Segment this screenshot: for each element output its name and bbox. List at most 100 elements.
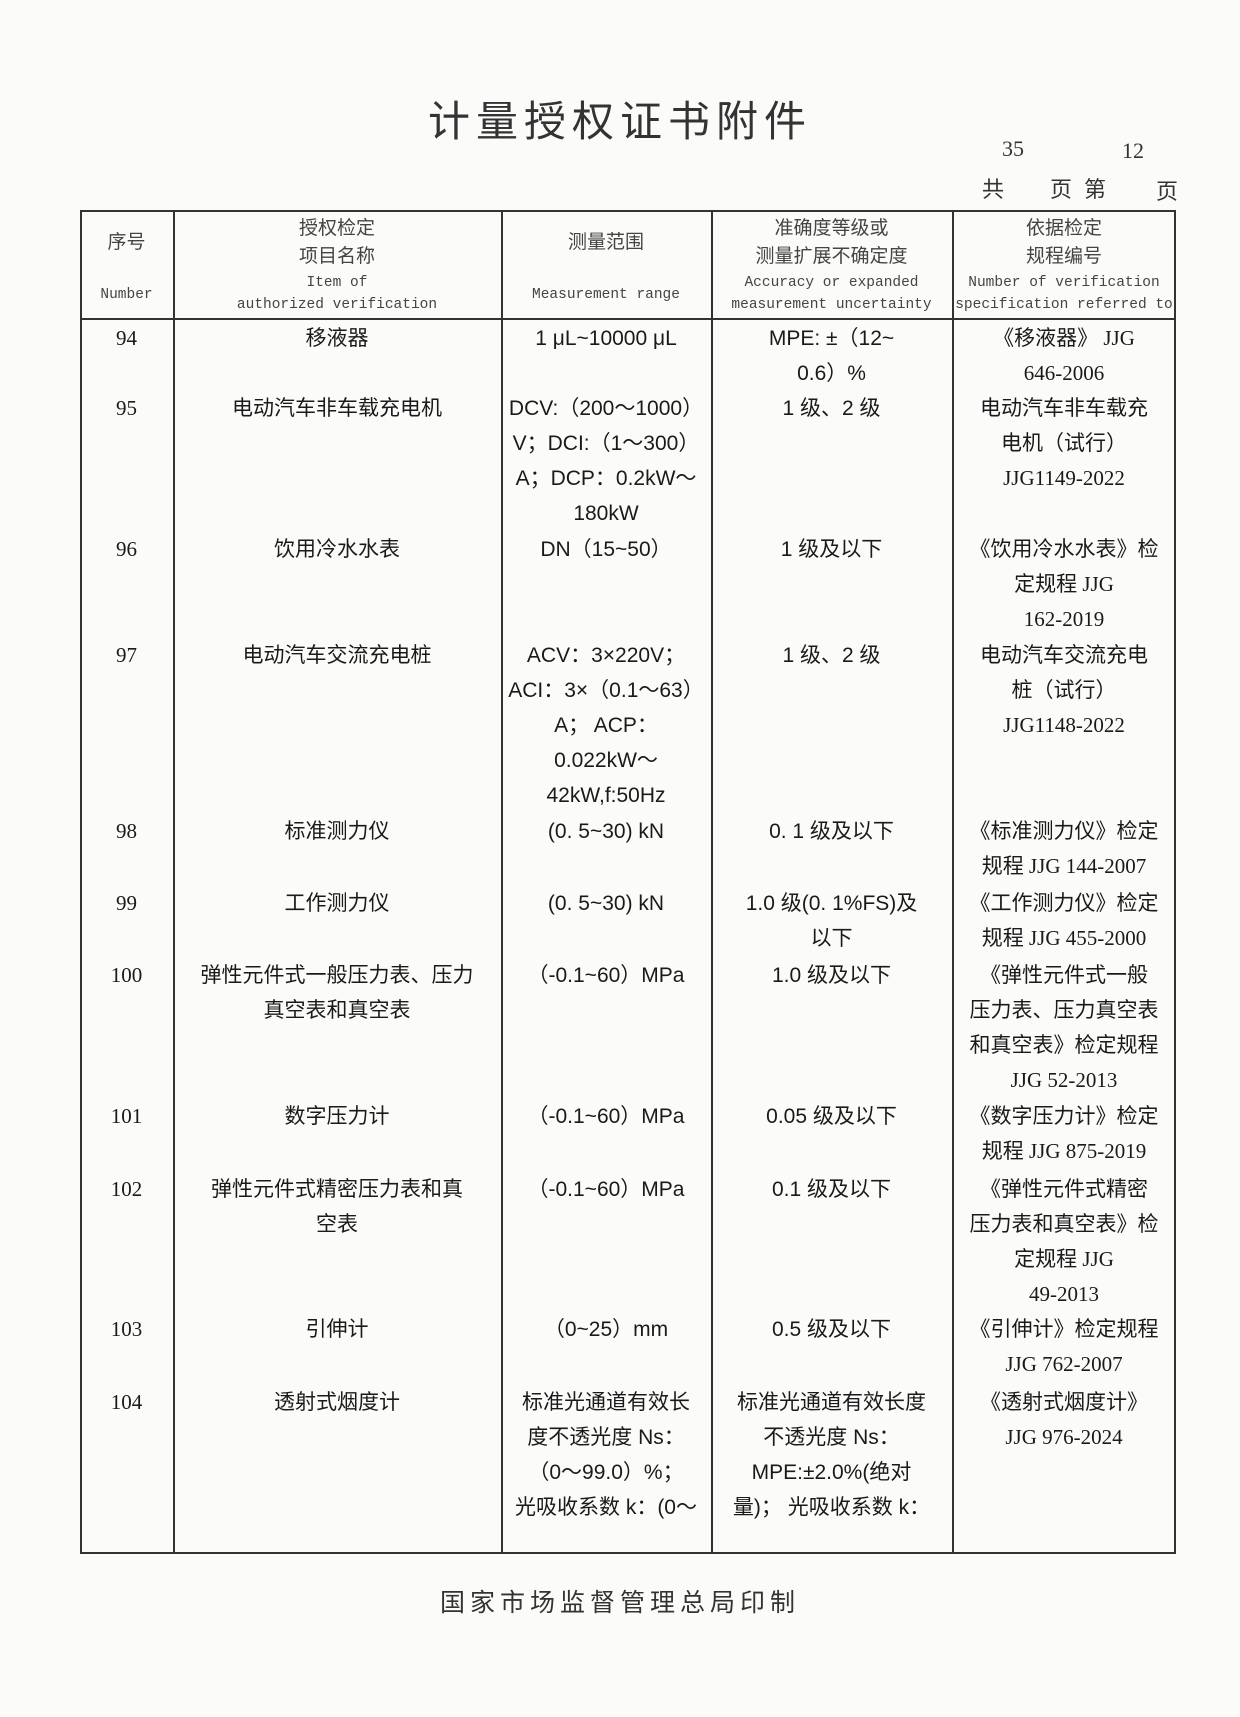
footer-printer: 国家市场监督管理总局印制 [439,1588,800,1617]
cell-specification: 桩（试行） [1011,678,1117,702]
cell-number: 94 [116,326,137,350]
column-divider [711,210,713,1554]
cell-item-name: 移液器 [305,327,369,350]
header-item-name-zh: 授权检定 [298,217,375,239]
cell-number: 101 [110,1104,143,1128]
cell-measurement-range: DCV:（200～1000） [508,397,704,420]
header-specification-en: specification referred to [955,297,1173,313]
cell-specification: 定规程 JJG [1014,1247,1114,1271]
cell-item-name: 弹性元件式一般压力表、压力 [200,964,474,987]
header-measurement-range-en: Measurement range [532,287,680,303]
cell-specification: 49-2013 [1029,1282,1099,1306]
cell-specification: 《饮用冷水水表》检 [969,537,1159,561]
header-item-name-zh: 项目名称 [298,245,375,267]
cell-specification: 规程 JJG 144-2007 [981,854,1147,878]
cell-specification: 压力表和真空表》检 [969,1212,1159,1236]
cell-item-name: 工作测力仪 [284,892,390,915]
header-accuracy-zh: 测量扩展不确定度 [755,245,908,267]
cell-specification: JJG 762-2007 [1005,1352,1123,1376]
cell-item-name: 透射式烟度计 [274,1391,400,1414]
cell-measurement-range: (0. 5~30) kN [547,820,665,843]
cell-item-name: 弹性元件式精密压力表和真 [211,1178,463,1201]
cell-item-name: 电动汽车非车载充电机 [232,397,442,420]
cell-specification: 压力表、压力真空表 [969,998,1159,1022]
header-specification-en: Number of verification [968,275,1160,291]
cell-specification: JJG1149-2022 [1003,466,1125,490]
cell-accuracy: MPE:±2.0%(绝对 [751,1461,912,1484]
cell-accuracy: 标准光通道有效长度 [737,1391,926,1414]
header-divider [80,318,1176,320]
cell-measurement-range: A； ACP： [554,714,658,737]
authorization-table [80,210,1176,1554]
header-accuracy-en: measurement uncertainty [731,297,932,313]
cell-number: 99 [116,891,137,915]
header-number-en: Number [100,287,153,303]
cell-number: 104 [110,1390,143,1414]
cell-specification: 162-2019 [1023,607,1105,631]
cell-measurement-range: （-0.1~60）MPa [527,964,685,987]
header-accuracy-zh: 准确度等级或 [774,217,889,239]
pages-label-page: 页 [1156,180,1179,205]
cell-specification: 和真空表》检定规程 [969,1033,1159,1057]
current-page: 12 [1122,138,1144,163]
cell-measurement-range: （0~25）mm [543,1318,669,1341]
cell-specification: 646-2006 [1023,361,1105,385]
cell-accuracy: 0.05 级及以下 [766,1105,897,1128]
cell-specification: 《移液器》 JJG [993,326,1135,350]
cell-item-name: 电动汽车交流充电桩 [242,644,432,667]
cell-specification: 《标准测力仪》检定 [969,819,1159,843]
header-number-zh: 序号 [107,231,146,253]
cell-number: 95 [116,396,137,420]
cell-measurement-range: （-0.1~60）MPa [527,1178,685,1201]
cell-item-name: 空表 [316,1213,358,1236]
total-pages: 35 [1002,136,1024,161]
cell-specification: JJG 52-2013 [1010,1068,1118,1092]
cell-accuracy: 1.0 级(0. 1%FS)及 [745,892,918,915]
cell-accuracy: MPE: ±（12~ [768,327,895,350]
cell-item-name: 标准测力仪 [284,820,390,843]
cell-measurement-range: （0～99.0）%； [528,1461,684,1484]
cell-measurement-range: 标准光通道有效长 [522,1391,690,1414]
cell-specification: 《弹性元件式精密 [980,1177,1148,1201]
header-accuracy-en: Accuracy or expanded [744,275,919,291]
cell-measurement-range: 0.022kW～ [554,749,658,772]
cell-accuracy: 量)； 光吸收系数 k： [732,1496,931,1519]
column-divider [173,210,175,1554]
cell-specification: 《工作测力仪》检定 [969,891,1159,915]
cell-accuracy: 0. 1 级及以下 [769,820,894,843]
cell-measurement-range: 180kW [573,502,639,525]
cell-measurement-range: V；DCI:（1～300） [512,432,700,455]
cell-accuracy: 1 级及以下 [780,538,883,561]
cell-accuracy: 1 级、2 级 [782,644,881,667]
cell-item-name: 真空表和真空表 [263,999,411,1022]
header-item-name-en: authorized verification [236,297,438,313]
cell-specification: 《引伸计》检定规程 [969,1317,1159,1341]
header-item-name-en: Item of [306,275,368,291]
cell-specification: 定规程 JJG [1014,572,1114,596]
cell-measurement-range: 1 μL~10000 μL [535,327,677,350]
cell-accuracy: 不透光度 Ns： [763,1426,900,1449]
cell-accuracy: 0.1 级及以下 [771,1178,892,1201]
cell-specification: JJG1148-2022 [1003,713,1125,737]
cell-measurement-range: DN（15~50） [540,538,672,561]
cell-accuracy: 0.5 级及以下 [771,1318,892,1341]
cell-measurement-range: 光吸收系数 k：(0～ [514,1496,697,1519]
cell-specification: 《数字压力计》检定 [969,1104,1159,1128]
cell-measurement-range: ACV：3×220V； [526,644,686,667]
cell-number: 97 [116,643,137,667]
cell-measurement-range: A；DCP：0.2kW～ [515,467,697,490]
cell-number: 96 [116,537,137,561]
column-divider [952,210,954,1554]
cell-accuracy: 以下 [810,927,853,950]
header-specification-zh: 规程编号 [1025,245,1102,267]
cell-item-name: 数字压力计 [284,1105,390,1128]
header-specification-zh: 依据检定 [1025,217,1102,239]
cell-number: 98 [116,819,137,843]
cell-measurement-range: 度不透光度 Ns： [527,1426,685,1449]
cell-specification: 电机（试行） [1001,431,1127,455]
column-divider [501,210,503,1554]
cell-number: 103 [110,1317,143,1341]
cell-number: 102 [110,1177,143,1201]
cell-measurement-range: ACI：3×（0.1～63） [508,679,704,702]
cell-item-name: 引伸计 [305,1318,369,1341]
